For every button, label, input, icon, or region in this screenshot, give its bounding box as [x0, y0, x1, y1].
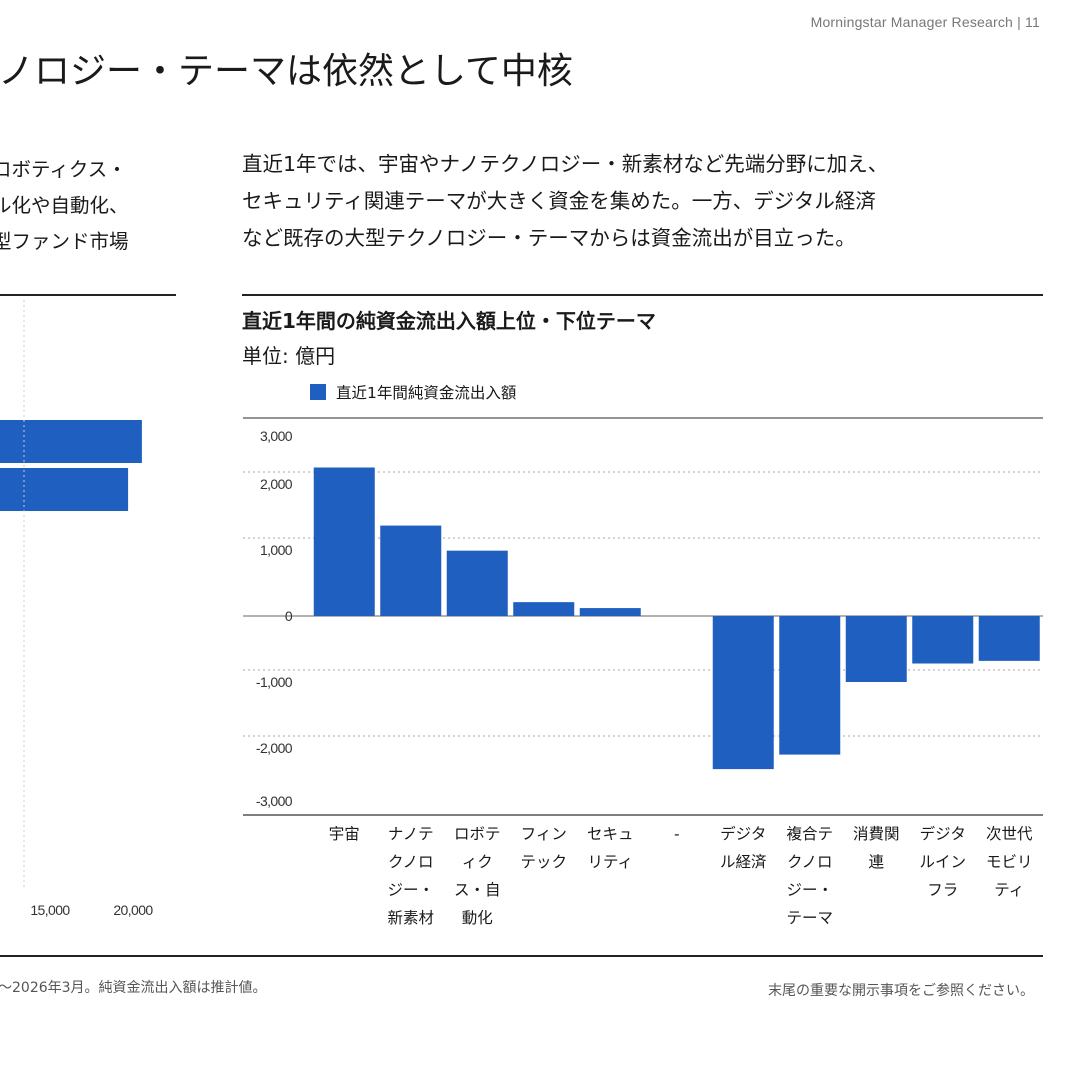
y-tick-label: 2,000 [260, 476, 293, 492]
right-paragraph-line: など既存の大型テクノロジー・テーマからは資金流出が目立った。 [242, 226, 856, 250]
chart-unit: 単位: 億円 [242, 344, 336, 368]
x-category-label: フラ [927, 881, 958, 899]
x-category-label: ス・自 [454, 881, 501, 899]
bar [978, 616, 1040, 661]
x-category-label: 宇宙 [329, 825, 360, 843]
page-title: ノロジー・テーマは依然として中核 [0, 51, 573, 92]
chart-gridlines [243, 417, 1043, 816]
left-paragraph-line: ロボティクス・ [0, 158, 127, 181]
x-category-label: セキュ [587, 825, 634, 843]
left-chart-bar [0, 468, 129, 511]
chart-title: 直近1年間の純資金流出入額上位・下位テーマ [242, 309, 656, 333]
left-paragraph-line: 型ファンド市場 [0, 230, 129, 253]
right-paragraph-line: 直近1年では、宇宙やナノテクノロジー・新素材など先端分野に加え、 [242, 152, 889, 176]
footer-disclaimer: 末尾の重要な開示事項をご参照ください。 [768, 983, 1034, 999]
x-category-label: クノロ [388, 853, 434, 871]
y-tick-label: -1,000 [256, 674, 293, 690]
header-brand: Morningstar Manager Research | 11 [810, 14, 1040, 30]
x-category-label: 次世代 [986, 825, 1033, 843]
chart-axis-ticks: 3,000 2,000 1,000 0 -1,000 -2,000 -3,000 [256, 428, 294, 809]
x-category-label: デジタ [720, 824, 766, 843]
x-category-label: 連 [868, 853, 884, 871]
x-category-label: 消費関 [853, 825, 900, 843]
bar [579, 608, 641, 616]
legend-label: 直近1年間純資金流出入額 [336, 384, 517, 402]
bar [845, 616, 907, 682]
x-category-label: テーマ [786, 909, 833, 927]
y-tick-label: 1,000 [260, 542, 293, 558]
left-chart: 15,000 20,000 [0, 300, 154, 918]
chart-legend: 直近1年間純資金流出入額 [310, 381, 516, 403]
x-category-label: - [674, 825, 680, 843]
legend-swatch [310, 384, 326, 400]
x-category-label: クノロ [787, 853, 833, 871]
y-tick-label: -3,000 [256, 793, 293, 809]
x-category-label: ロボテ [454, 825, 501, 843]
x-category-label: モビリ [986, 853, 1033, 871]
y-tick-label: -2,000 [256, 740, 293, 756]
x-category-label: ティ [994, 881, 1024, 899]
chart-bars [313, 467, 1040, 770]
left-paragraph-line: ル化や自動化、 [0, 194, 129, 217]
bar [380, 525, 442, 616]
bar [446, 550, 508, 616]
x-category-label: デジタ [920, 824, 966, 843]
bar [313, 467, 375, 616]
x-category-label: ル経済 [720, 853, 767, 871]
chart-top-rule [242, 294, 1043, 296]
x-category-label: テック [520, 853, 567, 871]
x-category-label: ルイン [919, 853, 966, 871]
x-category-label: ジー・ [786, 881, 833, 899]
y-tick-label: 3,000 [260, 428, 293, 444]
bar [779, 616, 841, 755]
left-chart-x-tick: 15,000 [30, 902, 70, 918]
left-chart-top-rule [0, 294, 176, 296]
x-category-label: 複合テ [786, 825, 833, 843]
bar [513, 602, 575, 616]
bar [712, 616, 774, 770]
x-category-label: 動化 [462, 909, 493, 927]
y-tick-label: 0 [285, 608, 293, 624]
bar [912, 616, 974, 664]
x-category-label: 新素材 [387, 909, 434, 927]
x-category-label: リティ [587, 853, 633, 871]
footer-note: 〜2026年3月。純資金流出入額は推計値。 [0, 980, 267, 996]
x-category-label: ナノテ [388, 825, 434, 843]
x-category-label: フィン [521, 825, 567, 843]
footer-rule [0, 955, 1043, 957]
right-paragraph-line: セキュリティ関連テーマが大きく資金を集めた。一方、デジタル経済 [242, 189, 876, 213]
x-category-label: ジー・ [387, 881, 434, 899]
x-category-label: ィク [462, 853, 493, 871]
left-chart-bar [0, 420, 142, 463]
left-paragraph: ロボティクス・ ル化や自動化、 型ファンド市場 [0, 152, 172, 260]
right-paragraph: 直近1年では、宇宙やナノテクノロジー・新素材など先端分野に加え、 セキュリティ関… [242, 146, 1042, 257]
left-chart-x-tick: 20,000 [113, 902, 153, 918]
